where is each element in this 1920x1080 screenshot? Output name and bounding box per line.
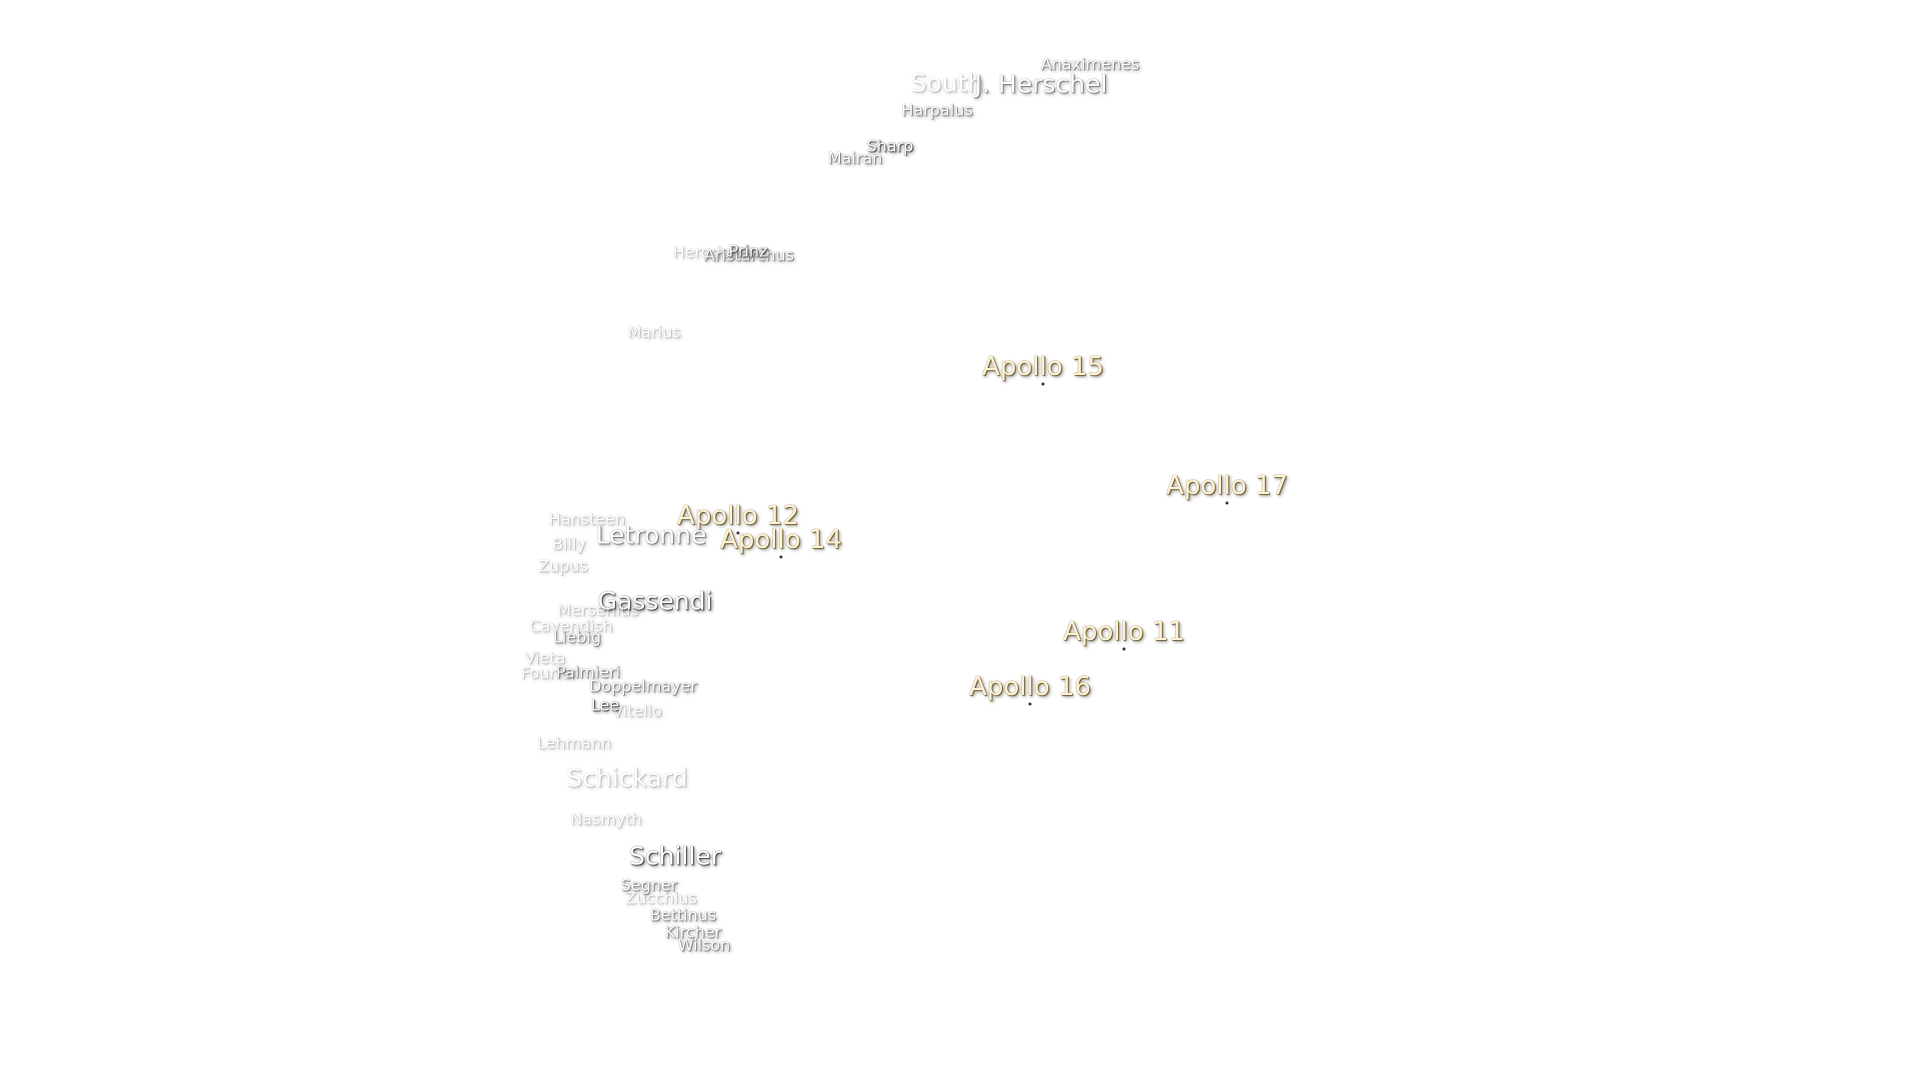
feature-label: Segner — [620, 875, 678, 895]
feature-label: Doppelmayer — [589, 676, 697, 696]
landing-site-label: Apollo 11 — [1063, 617, 1185, 647]
feature-label: Letronne — [595, 520, 707, 550]
feature-label: Liebig — [553, 627, 601, 647]
feature-label: Vitello — [612, 701, 662, 721]
feature-label: Sharp — [866, 136, 914, 156]
feature-label: Hansteen — [548, 509, 626, 529]
landing-site-marker — [1225, 501, 1229, 505]
feature-label: South — [910, 68, 984, 98]
landing-site-marker — [779, 555, 783, 559]
feature-label: Palmieri — [555, 662, 621, 682]
feature-label: Schiller — [629, 841, 721, 871]
landing-site-marker — [1122, 647, 1126, 651]
feature-label: Lehmann — [536, 733, 612, 753]
feature-label: Harpalus — [901, 100, 973, 120]
feature-label: Fourier — [520, 663, 578, 683]
feature-label: Billy — [552, 534, 586, 554]
landing-site-label: Apollo 16 — [969, 672, 1091, 702]
feature-label: Gassendi — [597, 586, 713, 616]
landing-site-marker — [1028, 702, 1032, 706]
feature-label: Zucchius — [625, 888, 697, 908]
feature-label: Nasmyth — [570, 809, 642, 829]
feature-label: Anaximenes — [1040, 54, 1140, 74]
feature-label: J. Herschel — [974, 69, 1108, 99]
feature-label: Schickard — [566, 763, 688, 793]
feature-label: Mairan — [827, 148, 883, 168]
feature-label: Vieta — [524, 648, 566, 668]
landing-site-marker — [1041, 382, 1045, 386]
landing-site-label: Apollo 15 — [982, 352, 1104, 382]
feature-label: Cavendish — [529, 616, 613, 636]
feature-label: Kircher — [664, 922, 722, 942]
feature-label: Zupus — [538, 556, 588, 576]
landing-site-label: Apollo 12 — [677, 501, 799, 531]
feature-label: Mersenius — [557, 600, 639, 620]
feature-label: Prinz — [728, 241, 768, 261]
feature-label: Wilson — [677, 935, 731, 955]
landing-site-label: Apollo 14 — [720, 525, 842, 555]
feature-label: Aristarchus — [703, 245, 795, 265]
feature-label: Bettinus — [649, 905, 717, 925]
landing-site-marker — [736, 531, 740, 535]
feature-label: Marius — [627, 322, 681, 342]
landing-site-label: Apollo 17 — [1166, 471, 1288, 501]
feature-label: Herodotus — [672, 242, 756, 262]
feature-label: Lee — [590, 695, 620, 715]
